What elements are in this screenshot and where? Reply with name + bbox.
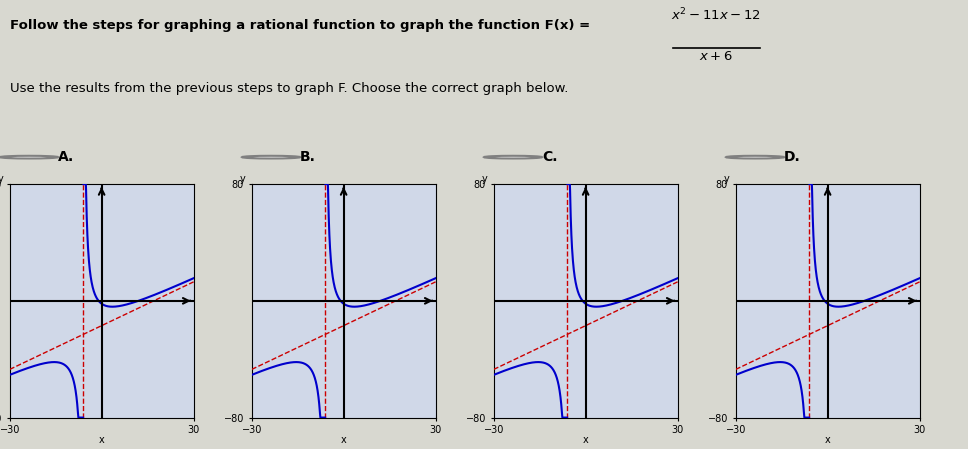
Circle shape xyxy=(726,156,784,158)
Y-axis label: y: y xyxy=(482,174,487,184)
Text: C.: C. xyxy=(542,150,558,164)
Circle shape xyxy=(242,156,300,158)
Y-axis label: y: y xyxy=(0,174,3,184)
Circle shape xyxy=(0,156,58,158)
Text: Follow the steps for graphing a rational function to graph the function F(x) =: Follow the steps for graphing a rational… xyxy=(10,19,594,32)
X-axis label: x: x xyxy=(583,435,589,445)
X-axis label: x: x xyxy=(99,435,105,445)
Text: $x^2-11x-12$: $x^2-11x-12$ xyxy=(672,6,761,23)
Y-axis label: y: y xyxy=(724,174,729,184)
X-axis label: x: x xyxy=(341,435,347,445)
Circle shape xyxy=(484,156,542,158)
Text: $x+6$: $x+6$ xyxy=(699,50,734,63)
X-axis label: x: x xyxy=(825,435,831,445)
Text: Use the results from the previous steps to graph F. Choose the correct graph bel: Use the results from the previous steps … xyxy=(10,82,568,95)
Text: A.: A. xyxy=(58,150,75,164)
Text: D.: D. xyxy=(784,150,801,164)
Text: B.: B. xyxy=(300,150,316,164)
Y-axis label: y: y xyxy=(240,174,245,184)
